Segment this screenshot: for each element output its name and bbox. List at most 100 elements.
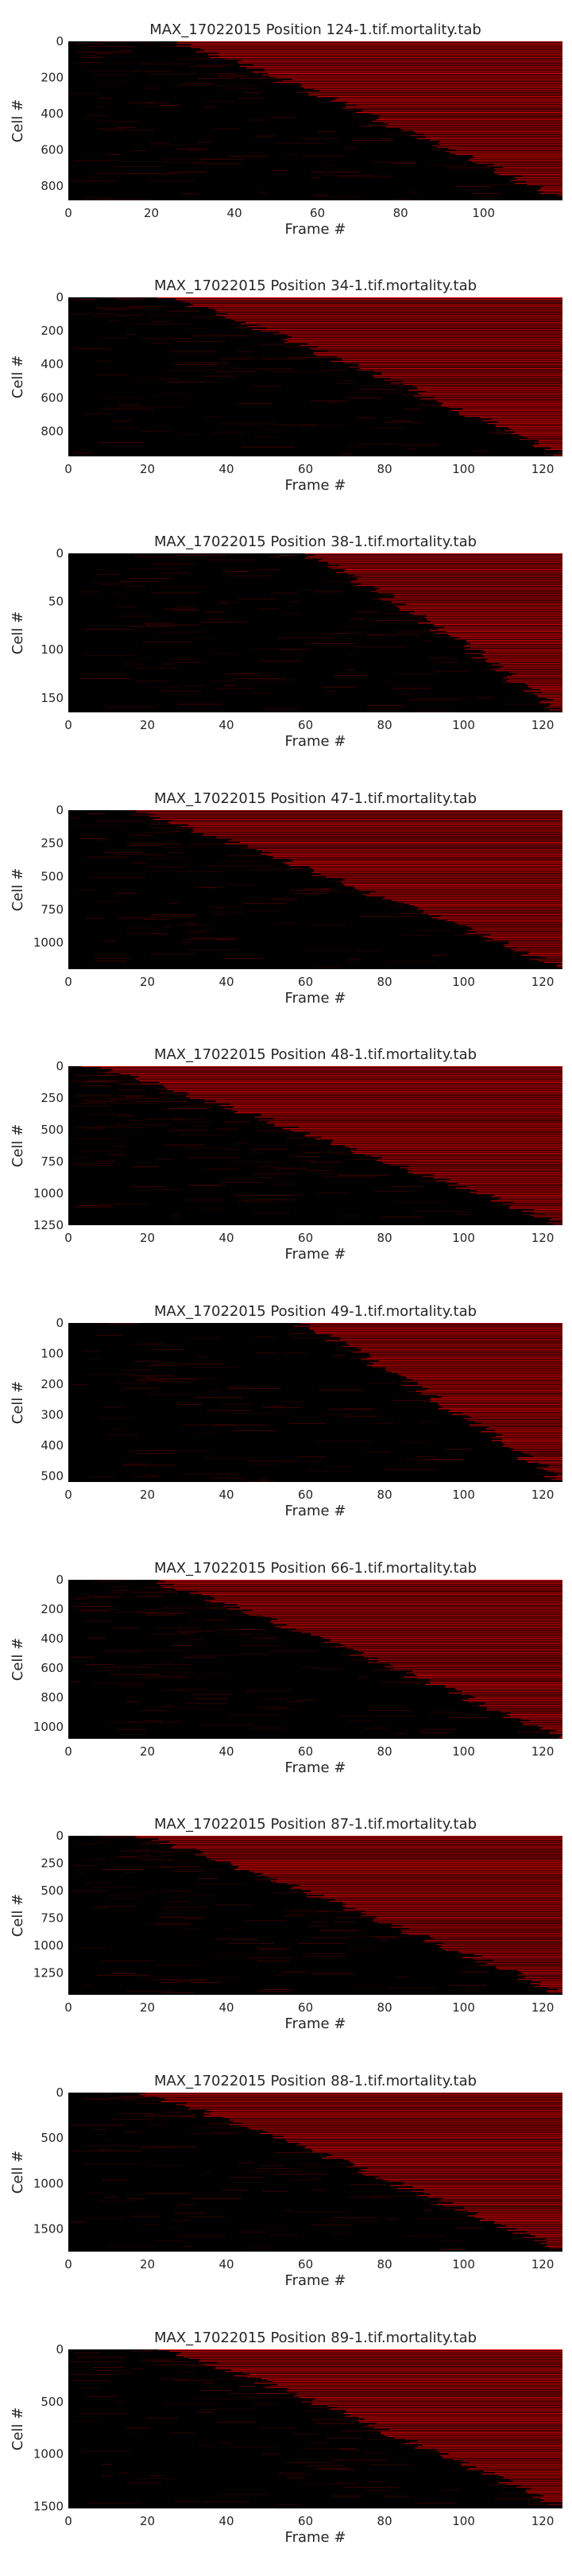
- heatmap-cell-row: [410, 135, 562, 137]
- heatmap-cell-streak: [217, 1633, 267, 1635]
- heatmap-cell-row: [292, 79, 562, 80]
- heatmap-cell-streak: [110, 1098, 136, 1100]
- heatmap-cell-streak: [283, 2209, 293, 2211]
- heatmap-cell-streak: [273, 1975, 287, 1976]
- heatmap-cell-row: [425, 1389, 562, 1391]
- heatmap-cell-streak: [269, 1651, 317, 1652]
- heatmap-cell-row: [546, 2245, 562, 2247]
- heatmap-cell-streak: [357, 417, 375, 419]
- heatmap-cell-row: [508, 681, 562, 683]
- heatmap-cell-streak: [126, 568, 182, 569]
- heatmap-cell-streak: [456, 2227, 485, 2229]
- heatmap-cell-row: [327, 566, 562, 568]
- heatmap-cell-streak: [285, 1352, 307, 1353]
- heatmap-cell-row: [379, 588, 562, 589]
- heatmap-cell-row: [287, 337, 562, 339]
- heatmap-cell-streak: [213, 914, 228, 916]
- heatmap-cell-row: [248, 326, 562, 328]
- heatmap-cell-row: [171, 1847, 562, 1849]
- heatmap-cell-row: [348, 573, 562, 575]
- heatmap-cell-streak: [80, 838, 108, 839]
- heatmap-cell-streak: [151, 914, 196, 916]
- heatmap-cell-streak: [267, 371, 321, 372]
- heatmap-cell-streak: [335, 2482, 357, 2484]
- heatmap-cell-streak: [190, 341, 226, 342]
- heatmap-cell-streak: [147, 315, 185, 316]
- heatmap-cell-row: [439, 1403, 562, 1405]
- heatmap-cell-row: [534, 1209, 562, 1210]
- heatmap-cell-row: [481, 1955, 562, 1957]
- heatmap-cell-streak: [283, 2462, 315, 2463]
- heatmap-cell-row: [191, 828, 563, 830]
- heatmap-cell-row: [432, 145, 562, 146]
- heatmap-cell-row: [346, 1903, 562, 1905]
- heatmap-cell-row: [343, 883, 562, 885]
- heatmap-cell-streak: [102, 2179, 129, 2181]
- heatmap-cell-streak: [496, 433, 511, 435]
- heatmap-cell-streak: [144, 87, 159, 89]
- heatmap-cell-streak: [170, 1980, 207, 1981]
- heatmap-cell-row: [498, 2475, 562, 2477]
- heatmap-cell-row: [468, 1698, 562, 1700]
- heatmap-cell-streak: [146, 2418, 179, 2419]
- heatmap-cell-row: [231, 839, 562, 840]
- x-tick-label: 80: [377, 1744, 392, 1759]
- heatmap-cell-row: [468, 2462, 562, 2463]
- heatmap-cell-row: [399, 609, 562, 611]
- heatmap-cell-row: [164, 2098, 562, 2100]
- heatmap-cell-row: [414, 130, 562, 132]
- heatmap-cell-row: [270, 1877, 562, 1879]
- heatmap-cell-row: [316, 1333, 562, 1334]
- heatmap-cell-row: [373, 2427, 562, 2429]
- heatmap-cell-row: [203, 833, 562, 835]
- heatmap-cell-streak: [168, 1450, 211, 1452]
- heatmap-cell-streak: [134, 668, 181, 669]
- heatmap-cell-row: [377, 2423, 562, 2424]
- heatmap-cell-row: [135, 1079, 562, 1080]
- heatmap-cell-streak: [75, 1075, 126, 1077]
- heatmap-cell-row: [104, 1072, 562, 1073]
- heatmap-cell-row: [354, 888, 562, 890]
- heatmap-cell-streak: [161, 158, 217, 160]
- x-tick-label: 80: [377, 1231, 392, 1245]
- heatmap-cell-streak: [69, 1599, 91, 1600]
- heatmap-cell-row: [540, 2498, 562, 2500]
- heatmap-cell-streak: [136, 378, 162, 379]
- heatmap-cell-streak: [94, 1597, 116, 1598]
- heatmap-cell-row: [204, 1102, 562, 1104]
- heatmap-cell-streak: [465, 1966, 491, 1967]
- heatmap-cell-row: [160, 2101, 562, 2102]
- heatmap-cell-row: [546, 957, 562, 959]
- heatmap-cell-row: [477, 1190, 562, 1192]
- heatmap-cell-row: [434, 624, 562, 626]
- heatmap-cell-row: [139, 2093, 563, 2095]
- heatmap-cell-streak: [199, 158, 245, 160]
- heatmap-cell-streak: [300, 1160, 315, 1162]
- heatmap-cell-row: [222, 2116, 562, 2118]
- heatmap-cells: [69, 41, 562, 200]
- heatmap-cell-streak: [354, 576, 361, 578]
- heatmap-cell-row: [499, 174, 562, 176]
- heatmap-cell-streak: [248, 1957, 261, 1958]
- x-tick-label: 40: [218, 462, 234, 476]
- heatmap-cell-streak: [87, 1638, 107, 1639]
- heatmap-cell-streak: [101, 584, 119, 585]
- heatmap-cell-row: [534, 1216, 562, 1218]
- y-tick-label: 0: [56, 2085, 64, 2100]
- heatmap-cell-row: [408, 1934, 562, 1935]
- heatmap-cell-streak: [114, 1612, 156, 1613]
- heatmap-cell-streak: [250, 870, 304, 871]
- heatmap-cell-row: [438, 1408, 562, 1410]
- heatmap-cell-streak: [73, 1872, 86, 1873]
- y-tick-label: 200: [41, 1377, 64, 1391]
- heatmap-cell-streak: [155, 1088, 167, 1089]
- heatmap-cell-streak: [122, 1388, 160, 1389]
- heatmap-cell-streak: [245, 1480, 274, 1482]
- heatmap-cell-streak: [189, 2365, 207, 2367]
- heatmap-cell-row: [227, 313, 562, 314]
- heatmap-cell-row: [239, 65, 562, 67]
- heatmap-cell-row: [538, 960, 562, 962]
- heatmap-cell-row: [403, 1931, 562, 1932]
- heatmap-cell-streak: [365, 2489, 390, 2491]
- heatmap-cell-streak: [74, 348, 109, 349]
